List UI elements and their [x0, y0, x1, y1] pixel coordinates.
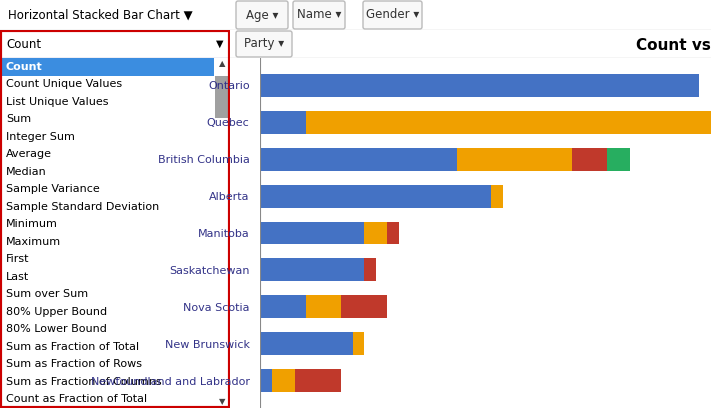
- Text: Gender ▾: Gender ▾: [366, 9, 419, 22]
- Text: First: First: [6, 254, 29, 264]
- Bar: [215, 76, 229, 118]
- Text: Sample Variance: Sample Variance: [6, 184, 100, 194]
- Text: ▼: ▼: [216, 39, 224, 49]
- Bar: [353, 332, 364, 355]
- FancyBboxPatch shape: [236, 1, 288, 29]
- Text: Party ▾: Party ▾: [244, 38, 284, 51]
- Text: Minimum: Minimum: [6, 219, 58, 229]
- Bar: [306, 111, 711, 134]
- Bar: [306, 295, 341, 318]
- FancyBboxPatch shape: [293, 1, 345, 29]
- Text: List Unique Values: List Unique Values: [6, 97, 109, 107]
- FancyBboxPatch shape: [236, 31, 292, 57]
- Text: Count vs: Count vs: [636, 38, 711, 53]
- Bar: [387, 222, 399, 244]
- Bar: [294, 369, 341, 392]
- Bar: [260, 369, 272, 392]
- Text: Count: Count: [6, 62, 43, 72]
- Bar: [364, 222, 387, 244]
- Bar: [0, 58, 214, 75]
- Bar: [491, 185, 503, 208]
- Text: Horizontal Stacked Bar Chart ▼: Horizontal Stacked Bar Chart ▼: [8, 9, 193, 22]
- Text: Count: Count: [6, 38, 41, 51]
- Text: Age ▾: Age ▾: [246, 9, 278, 22]
- Text: Sum as Fraction of Rows: Sum as Fraction of Rows: [6, 359, 142, 369]
- Bar: [260, 259, 364, 282]
- Bar: [260, 148, 456, 171]
- Text: Sum over Sum: Sum over Sum: [6, 289, 88, 299]
- Bar: [364, 259, 375, 282]
- Bar: [260, 111, 306, 134]
- Text: Median: Median: [6, 167, 47, 177]
- Text: Sum as Fraction of Total: Sum as Fraction of Total: [6, 342, 139, 352]
- Text: Integer Sum: Integer Sum: [6, 132, 75, 142]
- Text: ▲: ▲: [219, 60, 225, 69]
- Bar: [607, 148, 630, 171]
- Bar: [260, 185, 491, 208]
- Text: 80% Lower Bound: 80% Lower Bound: [6, 324, 107, 334]
- Bar: [341, 295, 387, 318]
- Bar: [260, 332, 353, 355]
- Text: Average: Average: [6, 149, 52, 159]
- Text: 80% Upper Bound: 80% Upper Bound: [6, 307, 107, 317]
- Bar: [456, 148, 572, 171]
- Bar: [272, 369, 294, 392]
- Bar: [260, 222, 364, 244]
- Text: Sample Standard Deviation: Sample Standard Deviation: [6, 202, 159, 212]
- Text: Maximum: Maximum: [6, 237, 61, 247]
- Text: Sum: Sum: [6, 114, 31, 124]
- Text: Last: Last: [6, 272, 29, 282]
- Bar: [260, 74, 700, 97]
- Text: Count Unique Values: Count Unique Values: [6, 79, 122, 89]
- Text: Name ▾: Name ▾: [296, 9, 341, 22]
- Text: Sum as Fraction of Columns: Sum as Fraction of Columns: [6, 377, 161, 387]
- FancyBboxPatch shape: [363, 1, 422, 29]
- Text: Count as Fraction of Total: Count as Fraction of Total: [6, 394, 147, 404]
- Text: ▼: ▼: [219, 397, 225, 406]
- Bar: [260, 295, 306, 318]
- Bar: [572, 148, 607, 171]
